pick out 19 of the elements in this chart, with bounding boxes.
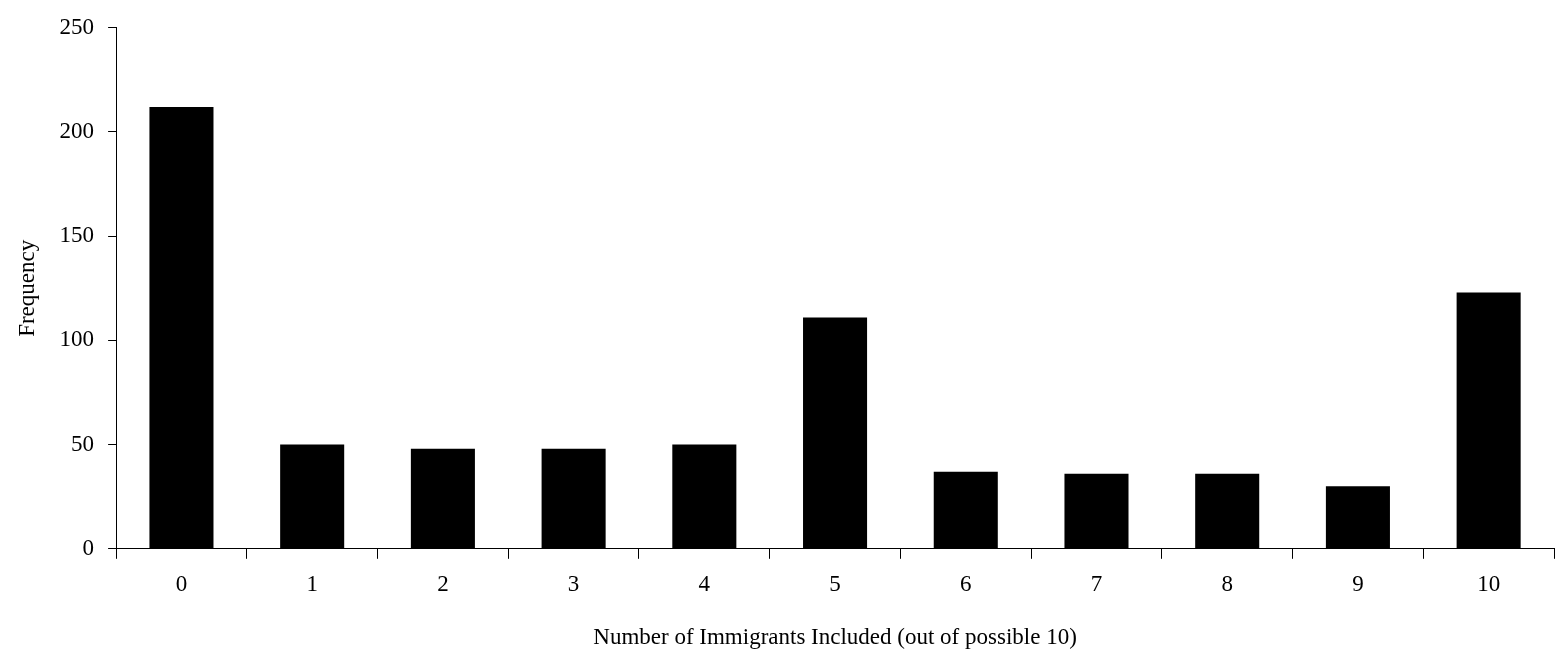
y-axis-title: Frequency <box>13 239 39 337</box>
x-tick-label: 3 <box>567 570 580 596</box>
y-tick-label: 250 <box>59 13 95 39</box>
x-tick-label: 5 <box>829 570 841 596</box>
x-tick-label: 8 <box>1221 570 1233 596</box>
x-tick-label: 10 <box>1477 570 1501 596</box>
x-tick-label: 1 <box>306 570 318 596</box>
y-tick-label: 0 <box>82 534 95 560</box>
x-tick-label: 7 <box>1090 570 1103 596</box>
y-tick-label: 200 <box>59 118 95 144</box>
x-tick-label: 9 <box>1352 570 1364 596</box>
x-tick-label: 2 <box>437 570 449 596</box>
y-tick-label: 150 <box>59 222 95 248</box>
x-tick-label: 0 <box>175 570 188 596</box>
y-tick-label: 100 <box>59 326 95 352</box>
x-tick-label: 4 <box>698 570 711 596</box>
x-tick-label: 6 <box>960 570 972 596</box>
y-tick-label: 50 <box>71 430 95 456</box>
x-axis-title: Number of Immigrants Included (out of possible 10) <box>593 624 1077 650</box>
